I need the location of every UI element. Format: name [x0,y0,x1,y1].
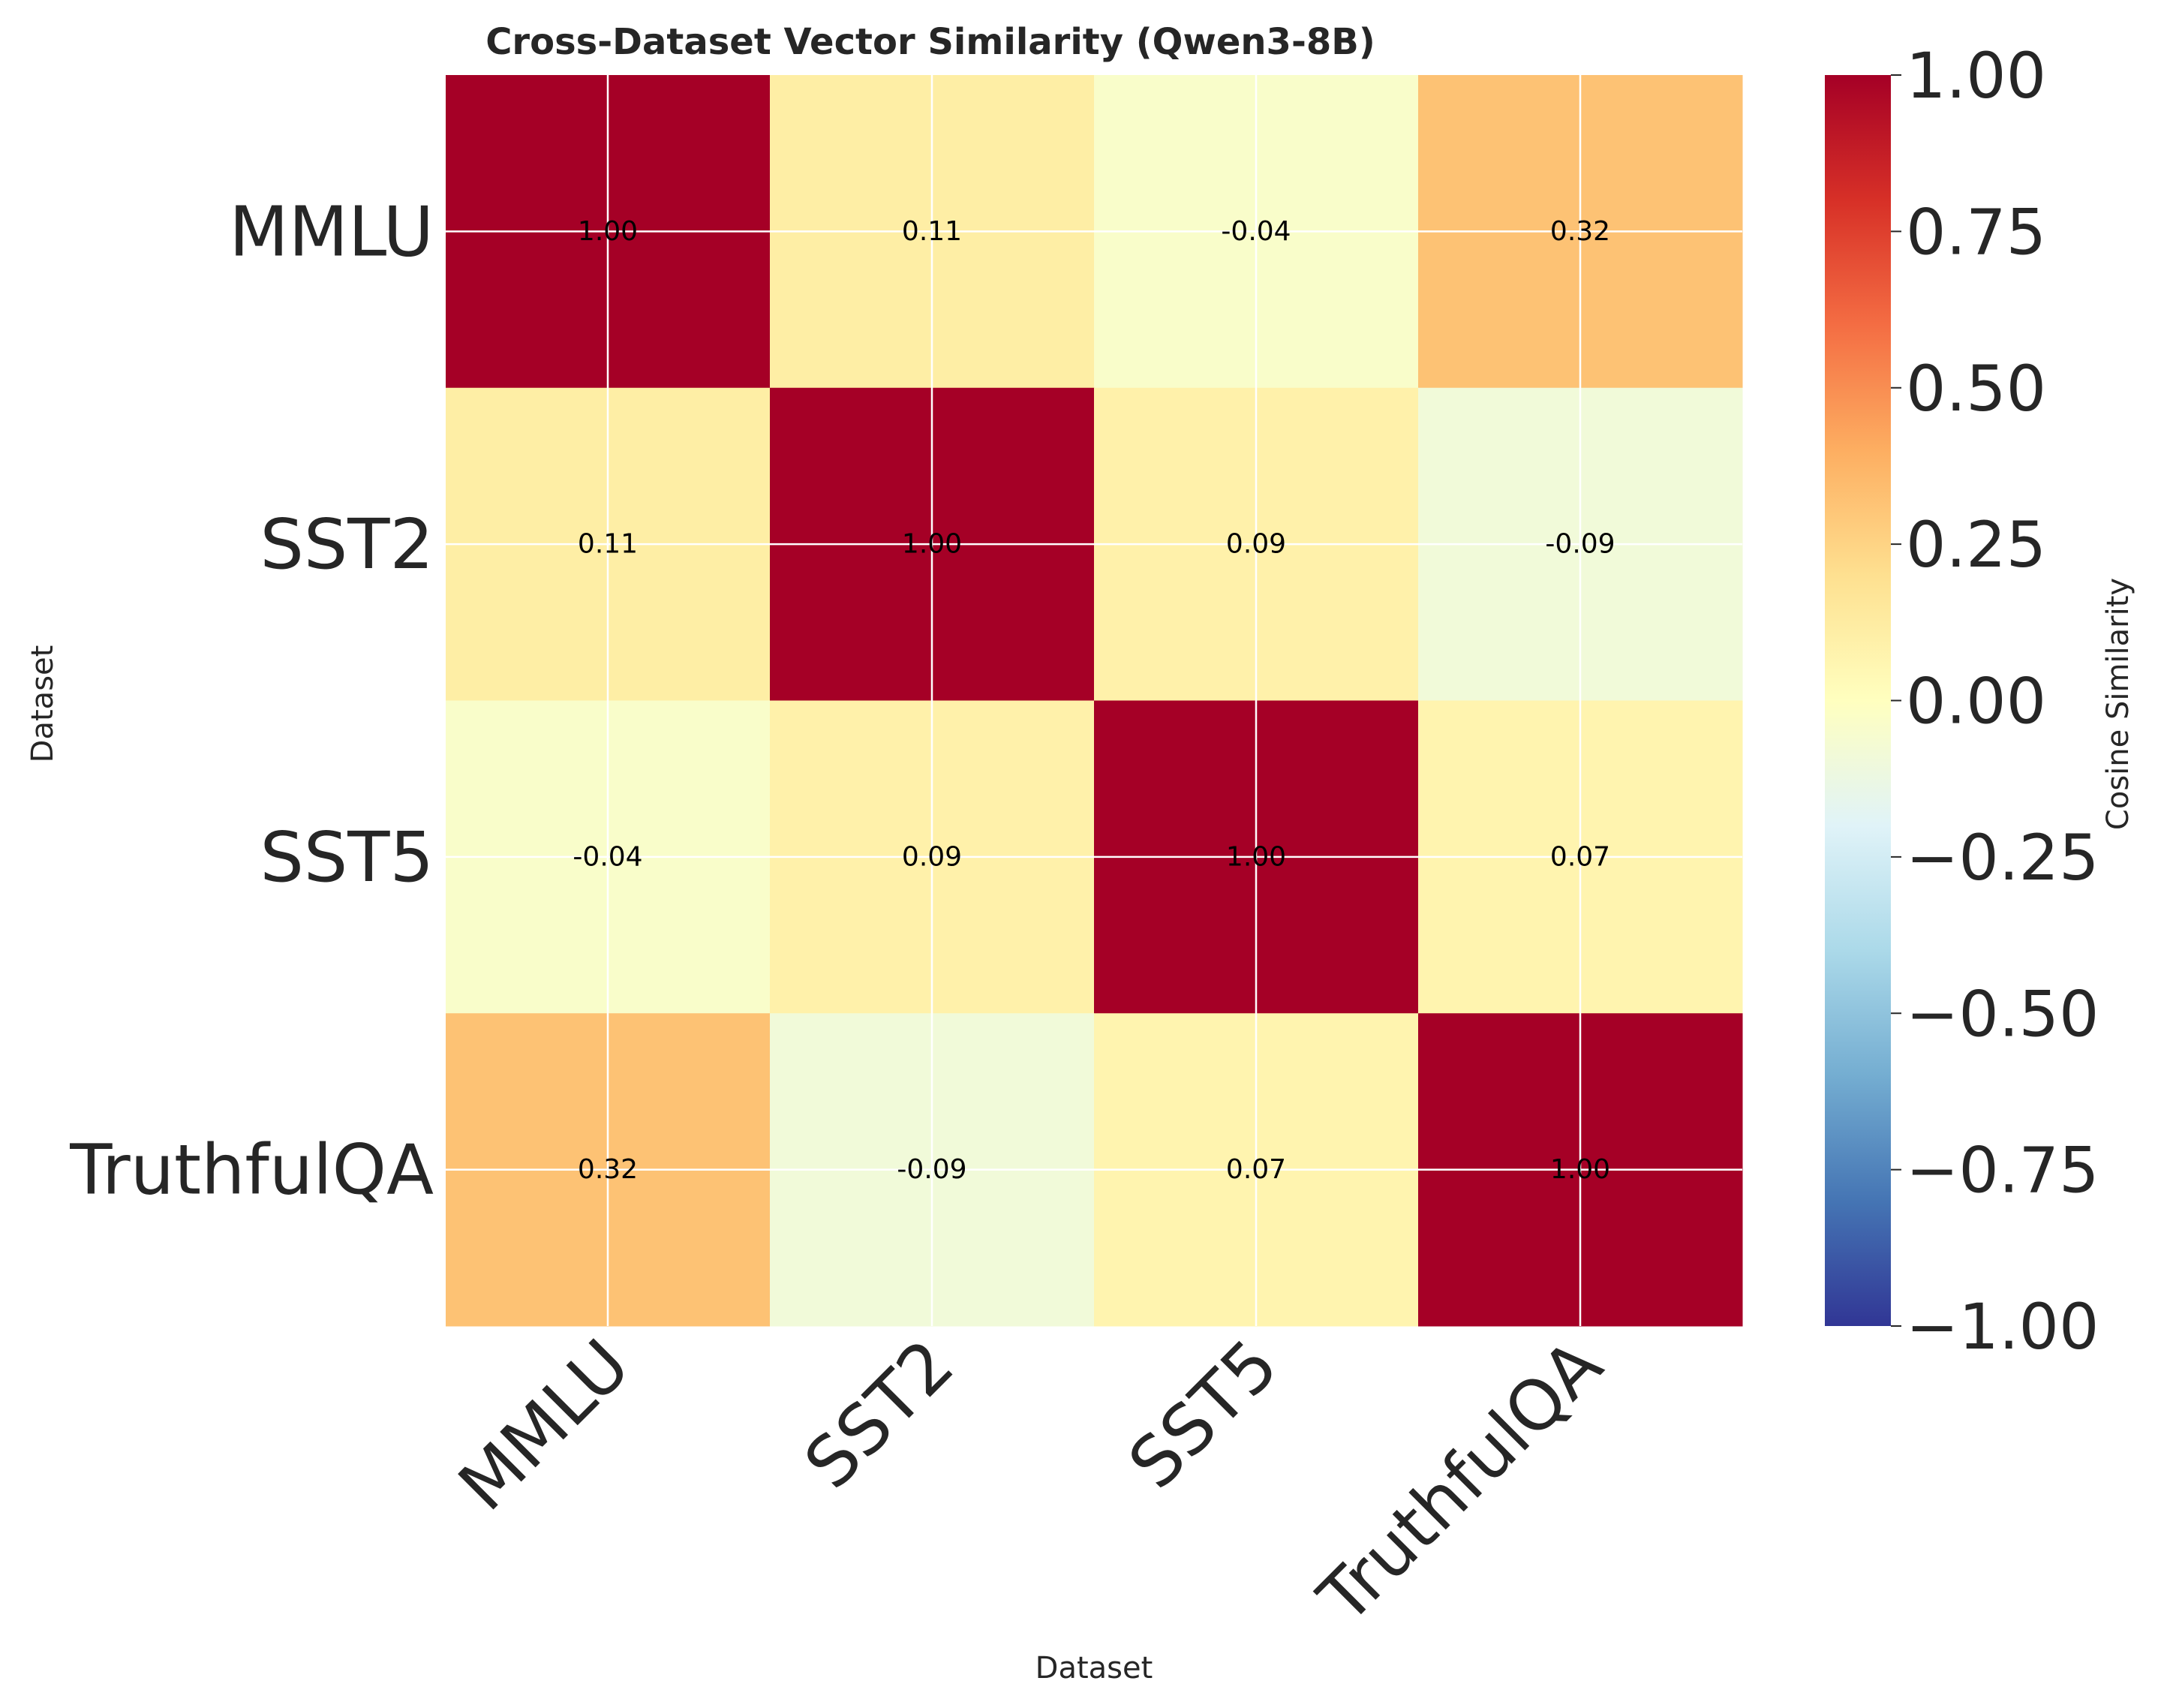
cell-value-label: 1.00 [902,529,962,560]
x-tick-label: SST2 [789,1325,969,1504]
cell-value-label: -0.04 [1221,216,1291,247]
y-tick-label: SST5 [260,817,434,898]
cell-value-label: -0.09 [1545,529,1615,560]
colorbar-tick-label: 1.00 [1906,39,2046,113]
cell-value-label: 0.09 [1226,529,1286,560]
cell-value-label: 1.00 [1226,841,1286,872]
cell-value-label: 0.11 [578,529,638,560]
colorbar-tick-label: 0.25 [1906,508,2046,582]
colorbar-tick-label: −1.00 [1906,1290,2099,1364]
x-tick-label: TruthfulQA [1303,1325,1617,1639]
cell-value-labels: 1.00 0.11 -0.04 0.32 0.11 1.00 0.09 -0.09 -0.04 0… [573,216,1615,1185]
y-tick-label: SST2 [260,504,434,585]
cell-value-label: -0.04 [573,841,642,872]
x-axis-label: Dataset [1035,1651,1153,1685]
y-axis-label: Dataset [26,645,60,763]
colorbar-tick-label: −0.75 [1906,1134,2099,1207]
cell-value-label: 0.32 [578,1154,638,1185]
cell-value-label: 0.07 [1550,841,1610,872]
x-tick-labels: MMLU SST2 SST5 TruthfulQA [443,1325,1618,1639]
chart-title: Cross-Dataset Vector Similarity (Qwen3-8… [485,21,1375,63]
y-tick-labels: MMLU SST2 SST5 TruthfulQA [69,191,434,1210]
grid-lines [446,75,1742,1326]
colorbar [1825,75,1891,1326]
cell-value-label: 0.11 [902,216,962,247]
colorbar-ticks: 1.00 0.75 0.50 0.25 0.00 −0.25 −0.50 −0.75 −1.00 [1891,39,2099,1364]
cell-value-label: 0.07 [1226,1154,1286,1185]
cell-value-label: 1.00 [578,216,638,247]
x-tick-label: SST5 [1114,1325,1293,1504]
y-tick-label: TruthfulQA [69,1130,434,1210]
colorbar-tick-label: 0.75 [1906,195,2046,269]
colorbar-tick-label: −0.25 [1906,821,2099,895]
cell-value-label: 0.32 [1550,216,1610,247]
cell-value-label: -0.09 [897,1154,966,1185]
colorbar-tick-label: −0.50 [1906,977,2099,1051]
cell-value-label: 1.00 [1550,1154,1610,1185]
colorbar-label: Cosine Similarity [2101,578,2135,830]
colorbar-tick-label: 0.50 [1906,352,2046,425]
x-tick-label: MMLU [443,1325,645,1526]
cell-value-label: 0.09 [902,841,962,872]
colorbar-tick-label: 0.00 [1906,665,2046,738]
y-tick-label: MMLU [229,191,434,272]
heatmap-cells [446,75,1743,1327]
